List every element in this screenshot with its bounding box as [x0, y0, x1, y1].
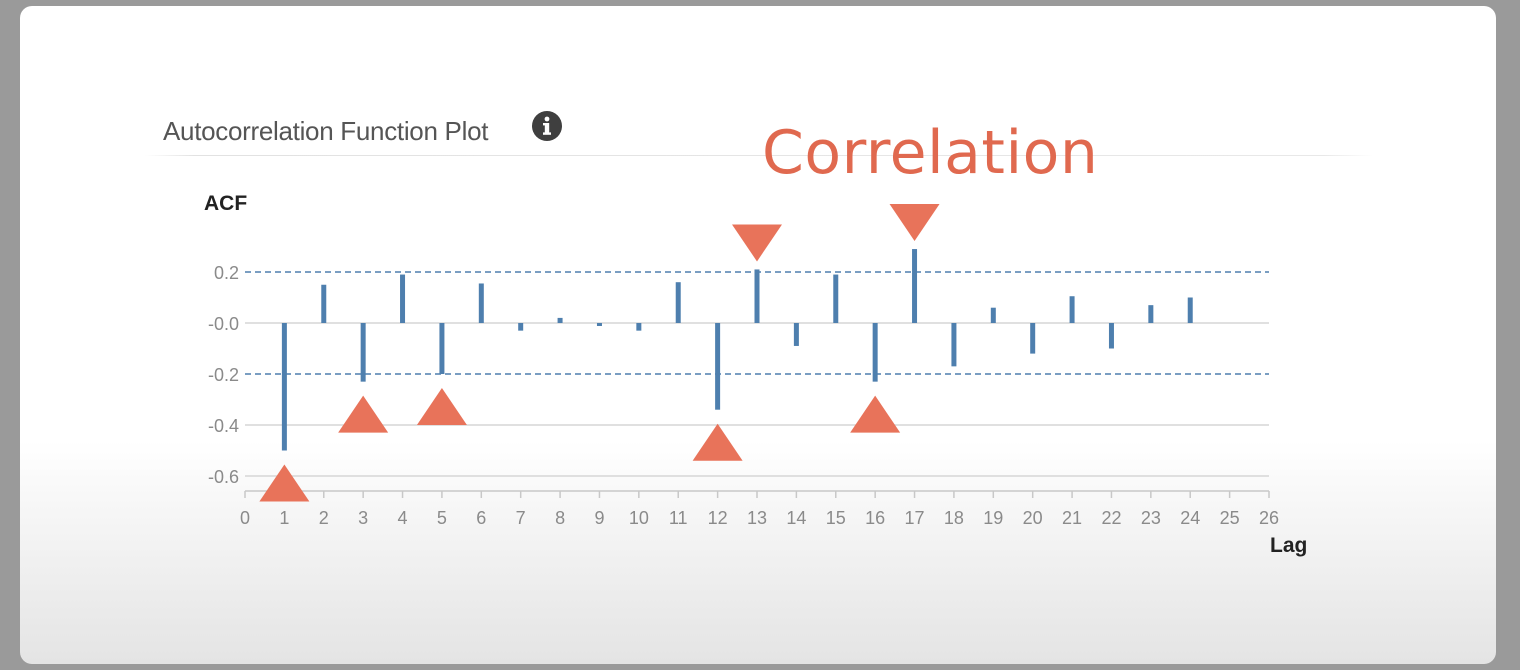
x-tick-label: 23 — [1141, 508, 1161, 528]
x-axis-label: Lag — [1270, 534, 1307, 557]
acf-bar — [1108, 323, 1114, 349]
x-tick-label: 13 — [747, 508, 767, 528]
x-tick-label: 5 — [437, 508, 447, 528]
acf-bar — [715, 323, 721, 410]
y-tick-label: -0.0 — [208, 314, 239, 334]
acf-bar — [478, 283, 484, 323]
info-icon[interactable] — [531, 110, 563, 142]
x-tick-label: 4 — [398, 508, 408, 528]
acf-bar — [281, 323, 287, 451]
x-tick-label: 17 — [905, 508, 925, 528]
bar-layer — [281, 249, 1193, 451]
acf-bar — [321, 284, 327, 323]
x-tick-label: 2 — [319, 508, 329, 528]
x-tick-label: 14 — [786, 508, 806, 528]
chart-card: Autocorrelation Function Plot Correlatio… — [20, 6, 1496, 664]
x-tick-label: 3 — [358, 508, 368, 528]
x-tick-label: 6 — [476, 508, 486, 528]
marker-triangle-up — [259, 464, 310, 502]
marker-triangle-up — [416, 388, 467, 425]
acf-bar — [793, 323, 799, 346]
x-tick-label: 16 — [865, 508, 885, 528]
acf-bar — [400, 274, 406, 323]
y-tick-label: 0.2 — [214, 263, 239, 283]
acf-bar — [990, 307, 996, 323]
acf-bar — [754, 269, 760, 323]
acf-bar — [1069, 296, 1075, 323]
axis-layer: 0.2-0.0-0.2-0.4-0.60 1 2 3 4 5 6 7 8 9 10 11 12 13 14 1… — [208, 263, 1279, 528]
y-tick-label: -0.6 — [208, 467, 239, 487]
x-tick-label: 26 — [1259, 508, 1279, 528]
marker-triangle-up — [692, 423, 743, 461]
marker-layer — [259, 204, 940, 502]
x-tick-label: 7 — [516, 508, 526, 528]
x-tick-label: 21 — [1062, 508, 1082, 528]
x-tick-label: 8 — [555, 508, 565, 528]
acf-bar — [557, 317, 563, 323]
acf-bar — [872, 323, 878, 382]
x-tick-label: 10 — [629, 508, 649, 528]
acf-bar — [1030, 323, 1036, 354]
acf-bar — [1148, 305, 1154, 323]
correlation-annotation: Correlation — [762, 118, 1099, 188]
x-tick-label: 12 — [708, 508, 728, 528]
x-tick-label: 20 — [1023, 508, 1043, 528]
grid-layer — [245, 322, 1269, 477]
panel-title: Autocorrelation Function Plot — [163, 116, 489, 146]
acf-bar — [596, 323, 602, 326]
acf-bar — [951, 323, 957, 367]
x-tick-label: 18 — [944, 508, 964, 528]
y-axis-label: ACF — [204, 192, 247, 215]
x-tick-label: 19 — [983, 508, 1003, 528]
acf-bar — [439, 323, 445, 374]
y-tick-label: -0.4 — [208, 416, 239, 436]
x-tick-label: 22 — [1101, 508, 1121, 528]
y-tick-label: -0.2 — [208, 365, 239, 385]
acf-bar — [912, 249, 918, 323]
acf-bar — [833, 274, 839, 323]
acf-bar — [518, 323, 524, 331]
x-tick-label: 1 — [279, 508, 289, 528]
acf-bar — [636, 323, 642, 331]
acf-bar — [675, 282, 681, 323]
title-divider — [145, 155, 1373, 156]
x-tick-label: 11 — [669, 508, 688, 528]
x-tick-label: 15 — [826, 508, 846, 528]
marker-triangle-up — [338, 395, 389, 433]
acf-bar — [360, 323, 366, 382]
x-tick-label: 9 — [594, 508, 604, 528]
marker-triangle-down — [732, 224, 782, 262]
acf-bar — [1187, 297, 1193, 323]
x-tick-label: 25 — [1220, 508, 1240, 528]
marker-triangle-up — [850, 395, 901, 433]
x-tick-label: 24 — [1180, 508, 1200, 528]
marker-triangle-down — [889, 204, 940, 242]
x-tick-label: 0 — [240, 508, 250, 528]
